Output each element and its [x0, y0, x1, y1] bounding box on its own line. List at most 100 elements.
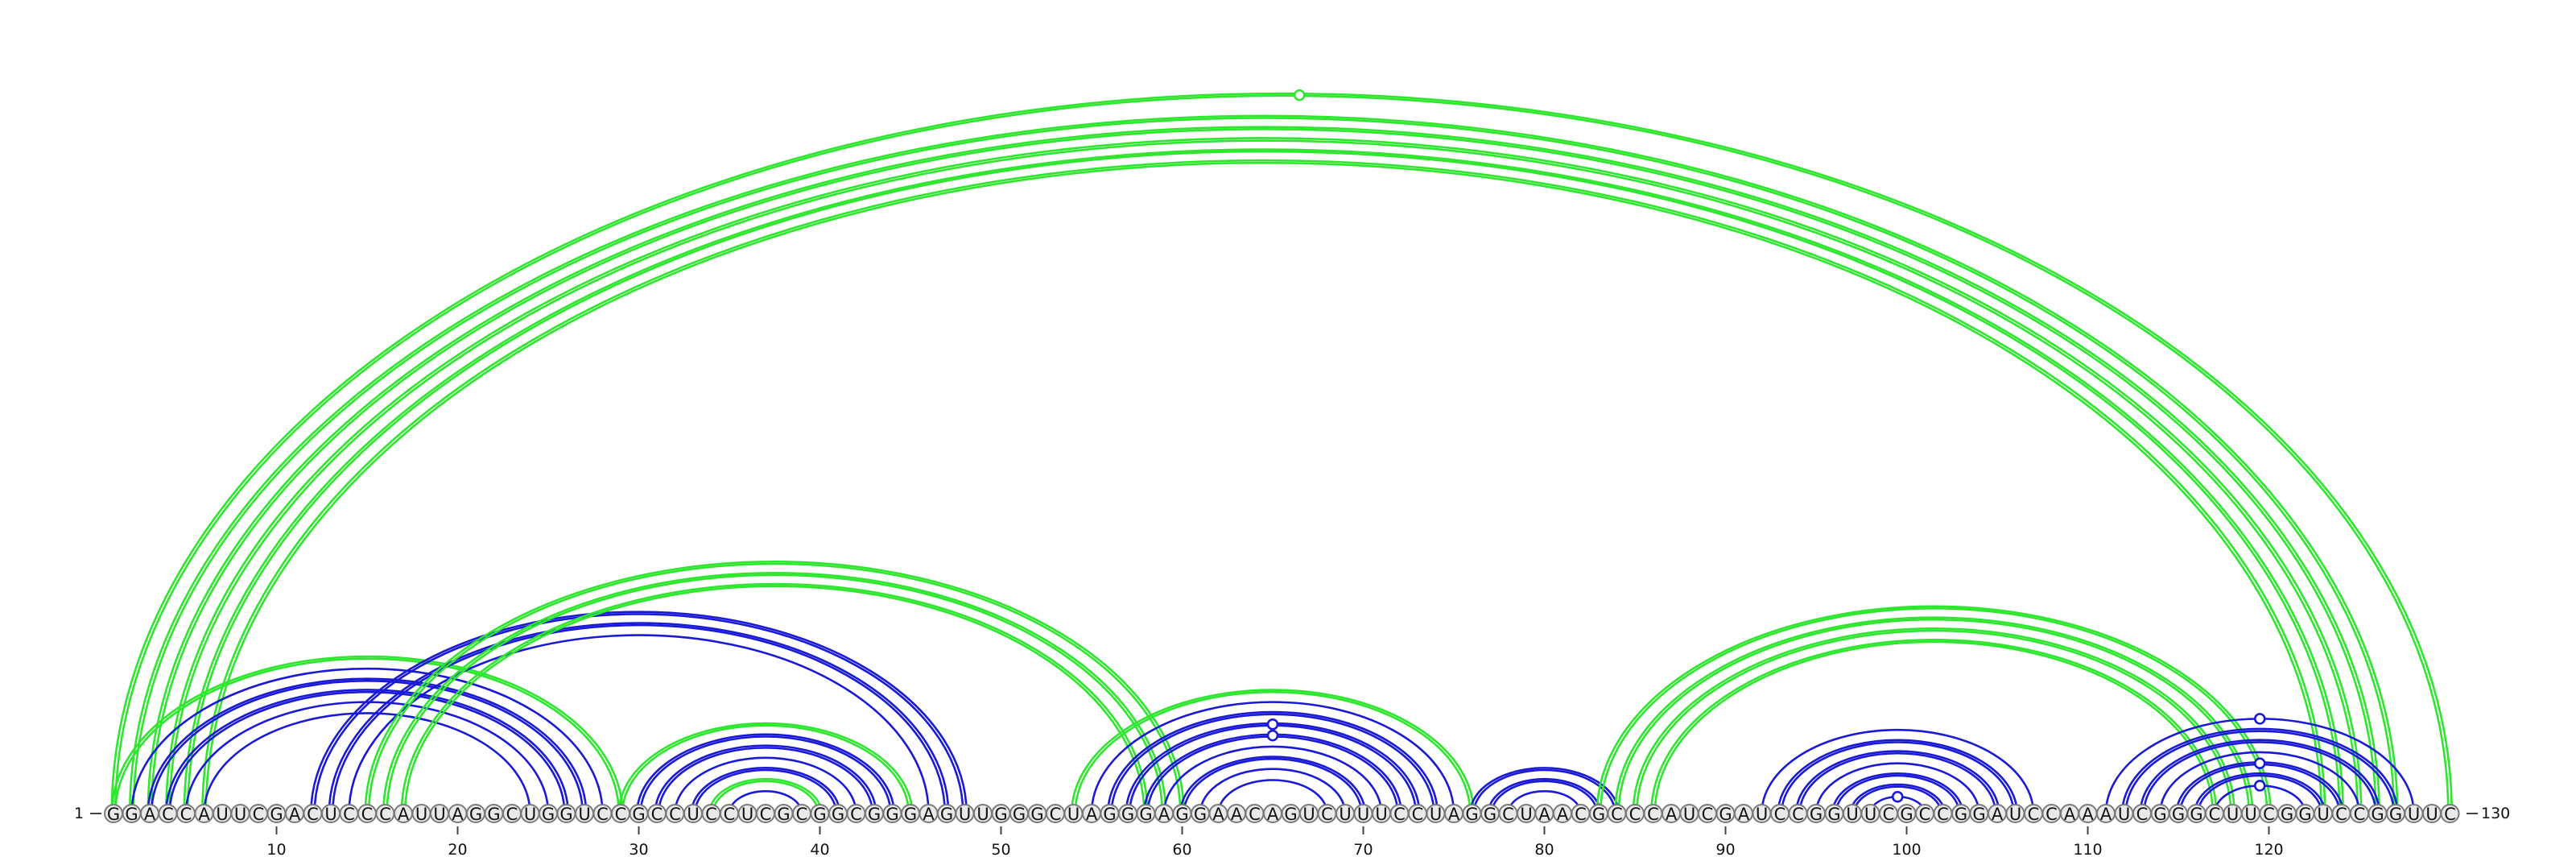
pair-arc-6-24	[203, 712, 531, 814]
pair-arc-55-75	[1090, 701, 1455, 814]
nucleotide-9: C	[253, 805, 265, 824]
pair-arc-113-126	[2142, 741, 2377, 814]
nucleotide-47: G	[940, 805, 953, 824]
nucleotide-52: G	[1030, 805, 1043, 824]
nucleotide-57: G	[1121, 805, 1134, 824]
nucleotide-60: G	[1175, 805, 1188, 824]
nucleotide-120: C	[2263, 805, 2275, 824]
nucleotide-45: G	[904, 805, 917, 824]
nucleotide-37: C	[760, 805, 772, 824]
pair-arc-97-102	[1849, 783, 1946, 814]
pair-arc-83-120	[1599, 607, 2268, 814]
arc-marker-117-122	[2253, 780, 2266, 792]
nucleotide-58: G	[1139, 805, 1152, 824]
nucleotide-35: C	[724, 805, 736, 824]
tick-label-60: 60	[1172, 841, 1191, 857]
nucleotide-50: G	[994, 805, 1007, 824]
nucleotide-129: U	[2425, 805, 2438, 824]
arc-marker-115-124	[2253, 757, 2266, 770]
nucleotide-38: G	[777, 805, 790, 824]
pair-arc-76-84	[1469, 767, 1620, 814]
pair-arc-114-125	[2159, 751, 2361, 814]
nucleotide-99: C	[1883, 805, 1895, 824]
nucleotide-16: C	[379, 805, 391, 824]
pair-arc-112-127	[2121, 727, 2399, 814]
pair-arc-3-126	[147, 126, 2380, 814]
nucleotide-circle-130	[2440, 804, 2460, 823]
nucleotide-74: U	[1430, 805, 1442, 824]
nucleotide-39: C	[796, 805, 808, 824]
nucleotide-76: G	[1465, 805, 1478, 824]
nucleotide-91: A	[1738, 805, 1750, 824]
arc-marker-outer	[1293, 89, 1306, 101]
nucleotide-77: G	[1484, 805, 1496, 824]
nucleotide-64: C	[1249, 805, 1261, 824]
pair-arc-1-130	[110, 92, 2453, 814]
nucleotide-23: C	[506, 805, 518, 824]
nucleotide-27: U	[578, 805, 590, 824]
nucleotide-15: C	[361, 805, 374, 824]
nucleotide-110: A	[2082, 805, 2094, 824]
pair-arc-5-124	[186, 150, 2341, 814]
arc-marker-58-72	[1266, 729, 1279, 742]
nucleotide-55: A	[1086, 805, 1098, 824]
pair-arc-3-27	[150, 680, 584, 814]
nucleotide-86: C	[1647, 805, 1659, 824]
nucleotide-70: U	[1357, 805, 1369, 824]
pair-arc-113-126	[2139, 739, 2380, 814]
nucleotide-130: C	[2444, 805, 2456, 824]
nucleotide-65: A	[1267, 805, 1279, 824]
nucleotide-6: A	[198, 805, 210, 824]
nucleotide-119: U	[2244, 805, 2256, 824]
pair-arc-4-125	[165, 137, 2363, 814]
nucleotide-1: G	[107, 805, 120, 824]
nucleotide-82: C	[1575, 805, 1587, 824]
nucleotide-13: U	[324, 805, 336, 824]
nucleotide-61: G	[1194, 805, 1207, 824]
arc-marker-111-128	[2253, 713, 2266, 725]
nucleotide-97: U	[1846, 805, 1858, 824]
tick-label-70: 70	[1353, 841, 1373, 857]
pair-arc-3-126	[150, 128, 2377, 814]
nucleotide-51: G	[1013, 805, 1026, 824]
pair-arc-60-70	[1183, 757, 1363, 814]
nucleotide-48: U	[959, 805, 971, 824]
pair-arc-112-127	[2124, 730, 2396, 814]
pair-arc-54-76	[1071, 689, 1475, 814]
nucleotide-33: U	[687, 805, 699, 824]
nucleotide-88: U	[1683, 805, 1695, 824]
nucleotide-54: U	[1067, 805, 1080, 824]
nucleotide-53: C	[1050, 805, 1062, 824]
nucleotide-116: G	[2190, 805, 2202, 824]
pair-arc-116-123	[2194, 772, 2326, 814]
pair-arc-30-44	[639, 735, 892, 814]
pair-arc-85-118	[1635, 629, 2232, 814]
nucleotide-12: C	[307, 805, 319, 824]
nucleotide-8: U	[234, 805, 246, 824]
nucleotide-19: U	[433, 805, 445, 824]
nucleotide-102: C	[1937, 805, 1949, 824]
pair-arc-1-29	[110, 655, 624, 814]
pair-arc-15-60	[367, 562, 1182, 814]
nucleotide-112: U	[2118, 805, 2130, 824]
pair-arc-12-48	[313, 612, 964, 814]
nucleotide-10: G	[270, 805, 283, 824]
nucleotide-29: C	[615, 805, 627, 824]
pair-arc-96-103	[1835, 774, 1961, 814]
nucleotide-80: A	[1538, 805, 1550, 824]
pair-arc-5-124	[183, 148, 2344, 814]
nucleotide-85: C	[1629, 805, 1641, 824]
position-ticks: 10 20 30 40 50 60 70 80 90 100 110 120	[266, 826, 2284, 857]
nucleotide-14: C	[343, 805, 355, 824]
nucleotide-107: C	[2028, 805, 2040, 824]
nucleotide-17: A	[398, 805, 410, 824]
nucleotide-92: U	[1756, 805, 1768, 824]
nucleotide-40: G	[813, 805, 826, 824]
nucleotide-106: U	[2009, 805, 2021, 824]
tick-label-30: 30	[629, 841, 648, 857]
nucleotide-109: A	[2064, 805, 2076, 824]
nucleotide-11: A	[289, 805, 301, 824]
sequence-end-label: 130	[2481, 805, 2510, 822]
pair-arc-6-123	[201, 159, 2326, 814]
